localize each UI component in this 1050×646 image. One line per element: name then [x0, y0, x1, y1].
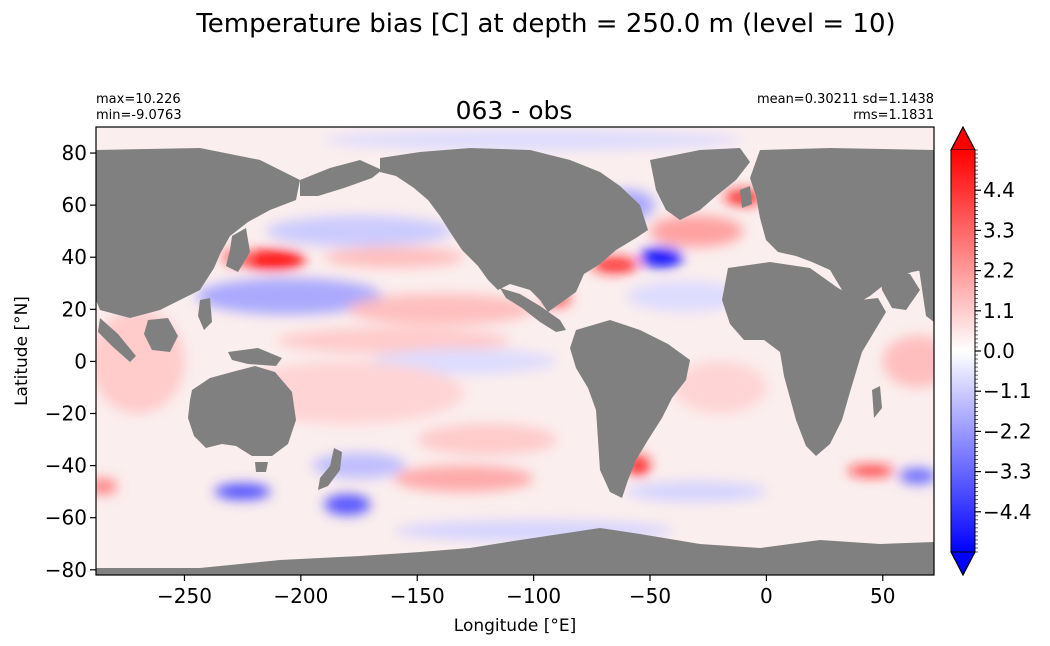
bias-patch-19	[626, 280, 744, 312]
bias-patch-16	[650, 215, 744, 247]
bias-patch-14	[640, 246, 683, 268]
colorbar: 4.4 3.3 2.2 1.1 0.0 −1.1 −2.2 −3.3 −4.4	[950, 125, 1032, 577]
bias-patch-13	[324, 494, 371, 516]
land-mask	[96, 148, 934, 575]
land-arabia	[880, 270, 920, 310]
plot-frame	[95, 126, 935, 576]
y-tick-label: −80	[45, 558, 87, 582]
bias-patch-6	[277, 327, 511, 354]
chart-title: 063 - obs	[456, 96, 573, 125]
y-tick-label: 0	[74, 349, 87, 373]
y-tick-label: −60	[45, 506, 87, 530]
land-siberia-east	[300, 160, 382, 196]
bias-patch-26	[882, 335, 934, 388]
colorbar-tick-label: −4.4	[983, 500, 1032, 524]
land-north-america	[380, 148, 648, 312]
colorbar-tick-label: −2.2	[983, 419, 1032, 443]
x-axis-label: Longitude [°E]	[454, 616, 576, 636]
y-tick-label: −40	[45, 454, 87, 478]
land-sumatra	[98, 318, 136, 362]
colorbar-tick-label: 2.2	[983, 259, 1015, 283]
bias-patch-12	[214, 483, 271, 500]
land-eurasia-east	[750, 148, 934, 304]
colorbar-extend-low	[950, 551, 976, 577]
colorbar-tick-label: 0.0	[983, 339, 1015, 363]
colorbar-tick-label: 1.1	[983, 299, 1015, 323]
bias-patch-10	[393, 465, 534, 492]
x-tick-label: 0	[760, 584, 773, 608]
figure-suptitle: Temperature bias [C] at depth = 250.0 m …	[195, 9, 895, 39]
x-tick-label: 50	[870, 584, 895, 608]
bias-patch-15	[591, 257, 639, 273]
y-axis-label: Latitude [°N]	[12, 296, 32, 406]
land-africa	[722, 262, 886, 456]
land-new-guinea	[228, 348, 282, 366]
bias-patch-30	[324, 129, 744, 151]
land-antarctica	[96, 528, 934, 575]
bias-patch-0	[240, 249, 306, 271]
bias-patch-25	[899, 468, 934, 484]
bias-patch-4	[196, 278, 383, 315]
bias-patch-24	[847, 465, 895, 477]
land-greenland	[650, 148, 750, 220]
y-axis: 80 60 40 20 0 −20 −40 −60 −80	[45, 141, 96, 582]
y-tick-label: 60	[62, 193, 87, 217]
bias-patch-2	[265, 215, 453, 247]
x-tick-label: −200	[273, 584, 328, 608]
x-tick-label: −250	[157, 584, 212, 608]
land-india	[918, 262, 934, 322]
colorbar-gradient	[951, 150, 975, 552]
land-south-america	[570, 320, 690, 498]
colorbar-tick-label: 4.4	[983, 178, 1015, 202]
bias-patch-9	[417, 423, 557, 456]
y-tick-label: −20	[45, 402, 87, 426]
y-tick-label: 80	[62, 141, 87, 165]
x-tick-label: −150	[390, 584, 445, 608]
bias-patch-23	[626, 481, 767, 503]
stat-mean-sd: mean=0.30211 sd=1.1438	[757, 92, 934, 107]
x-tick-label: −100	[506, 584, 561, 608]
bias-patch-5	[347, 293, 534, 325]
colorbar-tick-label: −3.3	[983, 460, 1032, 484]
land-new-zealand	[318, 448, 342, 490]
bias-patch-21	[673, 361, 767, 414]
land-central-america	[500, 288, 566, 332]
colorbar-ticks: 4.4 3.3 2.2 1.1 0.0 −1.1 −2.2 −3.3 −4.4	[975, 178, 1032, 524]
colorbar-tick-label: 3.3	[983, 218, 1015, 242]
land-borneo	[144, 318, 178, 352]
land-japan	[226, 228, 250, 272]
land-tasmania	[255, 462, 268, 472]
y-tick-label: 40	[62, 245, 87, 269]
land-australia	[188, 366, 296, 456]
land-philippines	[198, 298, 212, 330]
x-axis: −250 −200 −150 −100 −50 0 50	[157, 575, 896, 608]
bias-patch-28	[96, 478, 117, 495]
land-britain	[740, 186, 752, 208]
colorbar-tick-label: −1.1	[983, 379, 1032, 403]
stat-min: min=-9.0763	[96, 108, 182, 123]
stat-max: max=10.226	[96, 92, 181, 107]
colorbar-extend-high	[950, 125, 976, 151]
y-tick-label: 20	[62, 297, 87, 321]
x-tick-label: −50	[629, 584, 671, 608]
land-madagascar	[872, 386, 882, 418]
bias-patch-3	[324, 246, 464, 268]
plot-area	[96, 127, 934, 575]
stat-rms: rms=1.1831	[853, 108, 934, 123]
land-eurasia-west	[96, 148, 300, 318]
